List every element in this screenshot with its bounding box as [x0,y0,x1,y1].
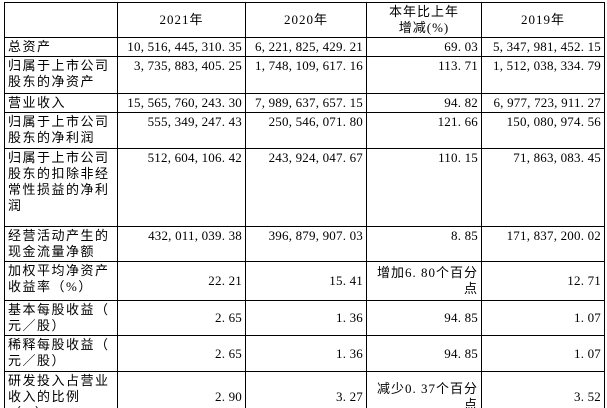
value-2020: 6, 221, 825, 429. 21 [245,37,367,57]
value-2020: 1, 748, 109, 617. 16 [245,56,367,94]
value-2020: 1. 36 [245,300,367,336]
value-yoy-change: 113. 71 [366,56,482,94]
value-2019: 171, 837, 200. 02 [481,226,605,262]
value-2021: 2. 90 [117,371,246,408]
table-row-weighted-avg-roe: 加权平均净资产 收益率（%） 22. 21 15. 41 增加6. 80个百分 … [4,261,605,301]
header-metric-blank [4,2,118,38]
value-2021: 3, 735, 883, 405. 25 [117,56,246,94]
value-2019: 1. 07 [481,300,605,336]
value-yoy-change: 121. 66 [366,112,482,149]
value-2019: 150, 080, 974. 56 [481,112,605,149]
value-2019: 1, 512, 038, 334. 79 [481,56,605,94]
table-row-rd-expense-ratio: 研发投入占营业 收入的比例（%） 2. 90 3. 27 减少0. 37个百分 … [4,371,605,408]
value-yoy-change: 69. 03 [366,37,482,57]
value-2020: 1. 36 [245,335,367,372]
row-label: 营业收入 [4,93,118,113]
header-year-2019: 2019年 [481,2,605,38]
value-2019: 71, 863, 083. 45 [481,148,605,227]
value-2021: 10, 516, 445, 310. 35 [117,37,246,57]
value-yoy-change: 增加6. 80个百分 点 [366,261,482,301]
value-2020: 243, 924, 047. 67 [245,148,367,227]
row-label: 经营活动产生的 现金流量净额 [4,226,118,262]
value-yoy-change: 94. 82 [366,93,482,113]
table-row-net-profit: 归属于上市公司 股东的净利润 555, 349, 247. 43 250, 54… [4,112,605,149]
value-yoy-change: 110. 15 [366,148,482,227]
table-row-operating-revenue: 营业收入 15, 565, 760, 243. 30 7, 989, 637, … [4,93,605,113]
value-2021: 15, 565, 760, 243. 30 [117,93,246,113]
value-2019: 12. 71 [481,261,605,301]
table-row-basic-eps: 基本每股收益（ 元／股） 2. 65 1. 36 94. 85 1. 07 [4,300,605,336]
value-2021: 512, 604, 106. 42 [117,148,246,227]
row-label: 稀释每股收益（ 元／股） [4,335,118,372]
value-yoy-change: 94. 85 [366,300,482,336]
value-2019: 1. 07 [481,335,605,372]
value-yoy-change: 8. 85 [366,226,482,262]
table-row-total-assets: 总资产 10, 516, 445, 310. 35 6, 221, 825, 4… [4,37,605,57]
header-year-2020: 2020年 [245,2,367,38]
header-year-2021: 2021年 [117,2,246,38]
row-label: 归属于上市公司 股东的净资产 [4,56,118,94]
value-2021: 432, 011, 039. 38 [117,226,246,262]
value-2020: 7, 989, 637, 657. 15 [245,93,367,113]
row-label: 加权平均净资产 收益率（%） [4,261,118,301]
value-2019: 5, 347, 981, 452. 15 [481,37,605,57]
value-2021: 22. 21 [117,261,246,301]
value-2020: 15. 41 [245,261,367,301]
row-label: 归属于上市公司 股东的扣除非经 常性损益的净利 润 [4,148,118,227]
value-2019: 3. 52 [481,371,605,408]
financial-summary-table: 2021年 2020年 本年比上年 增减(%) 2019年 总资产 10, 51… [4,2,605,408]
row-label: 总资产 [4,37,118,57]
value-2020: 3. 27 [245,371,367,408]
row-label: 归属于上市公司 股东的净利润 [4,112,118,149]
value-2021: 555, 349, 247. 43 [117,112,246,149]
row-label: 研发投入占营业 收入的比例（%） [4,371,118,408]
value-2020: 250, 546, 071. 80 [245,112,367,149]
value-2019: 6, 977, 723, 911. 27 [481,93,605,113]
table-row-net-assets: 归属于上市公司 股东的净资产 3, 735, 883, 405. 25 1, 7… [4,56,605,94]
value-yoy-change: 94. 85 [366,335,482,372]
value-2020: 396, 879, 907. 03 [245,226,367,262]
table-row-net-profit-excl-nonrecurring: 归属于上市公司 股东的扣除非经 常性损益的净利 润 512, 604, 106.… [4,148,605,227]
table-row-diluted-eps: 稀释每股收益（ 元／股） 2. 65 1. 36 94. 85 1. 07 [4,335,605,372]
value-2021: 2. 65 [117,335,246,372]
header-yoy-change: 本年比上年 增减(%) [366,2,482,38]
value-yoy-change: 减少0. 37个百分 点 [366,371,482,408]
row-label: 基本每股收益（ 元／股） [4,300,118,336]
value-2021: 2. 65 [117,300,246,336]
table-row-operating-cash-flow: 经营活动产生的 现金流量净额 432, 011, 039. 38 396, 87… [4,226,605,262]
header-row: 2021年 2020年 本年比上年 增减(%) 2019年 [4,2,605,38]
